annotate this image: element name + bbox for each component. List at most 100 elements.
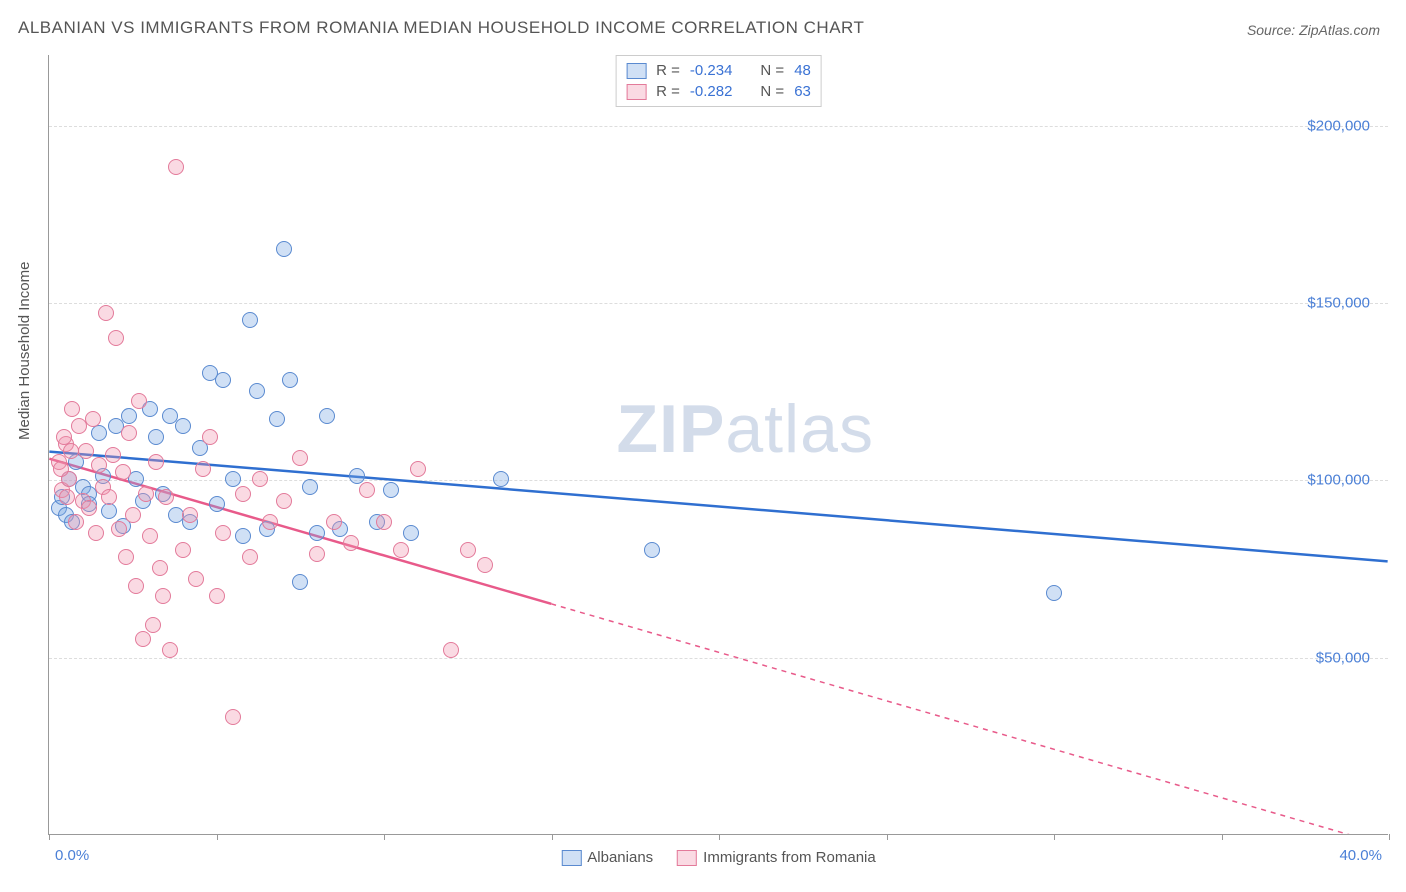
stat-r-value: -0.234: [690, 62, 733, 79]
legend-item: Immigrants from Romania: [677, 849, 876, 866]
data-point: [249, 383, 265, 399]
data-point: [460, 542, 476, 558]
data-point: [131, 393, 147, 409]
data-point: [63, 443, 79, 459]
data-point: [64, 401, 80, 417]
data-point: [326, 514, 342, 530]
x-tick: [1054, 834, 1055, 840]
x-axis-max-label: 40.0%: [1339, 847, 1382, 864]
data-point: [53, 461, 69, 477]
data-point: [138, 486, 154, 502]
data-point: [125, 507, 141, 523]
stats-legend-row: R =-0.234N =48: [626, 60, 811, 81]
data-point: [493, 471, 509, 487]
data-point: [644, 542, 660, 558]
stat-n-value: 48: [794, 62, 811, 79]
chart-title: ALBANIAN VS IMMIGRANTS FROM ROMANIA MEDI…: [18, 18, 864, 38]
y-tick-label: $200,000: [1307, 117, 1370, 134]
data-point: [98, 305, 114, 321]
watermark-atlas: atlas: [725, 391, 874, 467]
data-point: [276, 493, 292, 509]
x-tick: [1222, 834, 1223, 840]
data-point: [168, 159, 184, 175]
data-point: [343, 535, 359, 551]
data-point: [148, 454, 164, 470]
data-point: [81, 500, 97, 516]
data-point: [276, 241, 292, 257]
data-point: [142, 528, 158, 544]
data-point: [101, 489, 117, 505]
x-tick: [217, 834, 218, 840]
data-point: [121, 425, 137, 441]
data-point: [252, 471, 268, 487]
data-point: [282, 372, 298, 388]
data-point: [242, 312, 258, 328]
data-point: [111, 521, 127, 537]
x-tick: [719, 834, 720, 840]
data-point: [262, 514, 278, 530]
data-point: [269, 411, 285, 427]
data-point: [155, 588, 171, 604]
x-tick: [1389, 834, 1390, 840]
stats-legend-row: R =-0.282N =63: [626, 81, 811, 102]
data-point: [309, 546, 325, 562]
data-point: [145, 617, 161, 633]
data-point: [115, 464, 131, 480]
data-point: [91, 457, 107, 473]
data-point: [209, 496, 225, 512]
data-point: [175, 418, 191, 434]
source-label: Source: ZipAtlas.com: [1247, 22, 1380, 38]
data-point: [152, 560, 168, 576]
y-tick-label: $100,000: [1307, 472, 1370, 489]
y-axis-label: Median Household Income: [16, 262, 33, 440]
x-tick: [384, 834, 385, 840]
data-point: [376, 514, 392, 530]
data-point: [302, 479, 318, 495]
data-point: [225, 709, 241, 725]
data-point: [393, 542, 409, 558]
data-point: [128, 578, 144, 594]
data-point: [215, 372, 231, 388]
data-point: [1046, 585, 1062, 601]
data-point: [359, 482, 375, 498]
data-point: [292, 574, 308, 590]
data-point: [59, 489, 75, 505]
legend-item: Albanians: [561, 849, 653, 866]
gridline: [49, 303, 1388, 304]
data-point: [182, 507, 198, 523]
data-point: [68, 514, 84, 530]
data-point: [85, 411, 101, 427]
legend-swatch: [677, 850, 697, 866]
data-point: [477, 557, 493, 573]
legend-swatch: [626, 63, 646, 79]
stat-n-label: N =: [760, 62, 784, 79]
x-axis-min-label: 0.0%: [55, 847, 89, 864]
data-point: [108, 330, 124, 346]
data-point: [235, 486, 251, 502]
data-point: [225, 471, 241, 487]
data-point: [349, 468, 365, 484]
x-tick: [552, 834, 553, 840]
plot-area: ZIPatlas $50,000$100,000$150,000$200,000…: [48, 55, 1388, 835]
x-tick: [887, 834, 888, 840]
legend-label: Immigrants from Romania: [703, 849, 876, 866]
series-legend: Albanians Immigrants from Romania: [561, 849, 875, 866]
stat-n-value: 63: [794, 83, 811, 100]
stat-r-value: -0.282: [690, 83, 733, 100]
data-point: [410, 461, 426, 477]
data-point: [118, 549, 134, 565]
data-point: [383, 482, 399, 498]
data-point: [215, 525, 231, 541]
data-point: [242, 549, 258, 565]
stat-n-label: N =: [760, 83, 784, 100]
data-point: [121, 408, 137, 424]
data-point: [209, 588, 225, 604]
legend-swatch: [561, 850, 581, 866]
x-tick: [49, 834, 50, 840]
gridline: [49, 658, 1388, 659]
data-point: [202, 429, 218, 445]
watermark-zip: ZIP: [617, 391, 726, 467]
data-point: [88, 525, 104, 541]
data-point: [135, 631, 151, 647]
trend-lines: [49, 55, 1388, 834]
